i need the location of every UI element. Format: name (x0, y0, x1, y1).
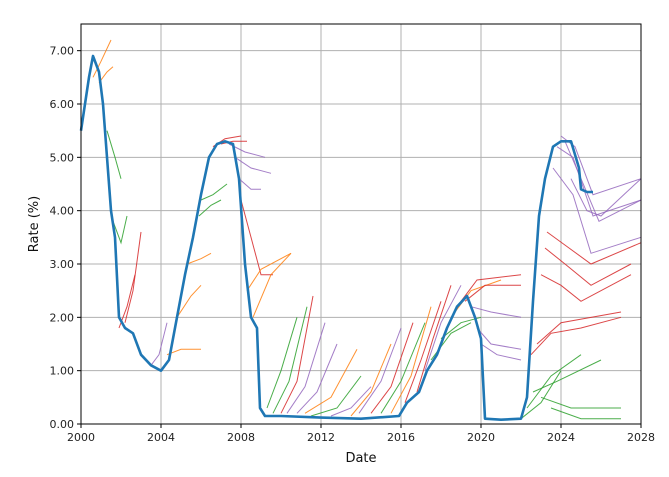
forecast-line-purple (358, 327, 402, 414)
y-axis-label: Rate (%) (27, 196, 42, 252)
forecast-line-red (546, 231, 642, 265)
x-axis-label: Date (345, 451, 376, 466)
main-rate-line (79, 54, 593, 422)
forecast-line-orange (186, 252, 212, 265)
forecast-line-purple (330, 386, 372, 417)
y-tick-label: 3.00 (50, 258, 75, 271)
forecast-line-green (540, 396, 621, 409)
forecast-line-purple (564, 141, 642, 222)
forecast-line-red (456, 274, 522, 307)
forecast-line-green (272, 306, 308, 414)
forecast-line-red (536, 311, 622, 345)
forecast-line-red (404, 301, 442, 403)
forecast-line-red (240, 199, 273, 276)
x-tick-label: 2004 (147, 431, 175, 444)
forecast-line-purple (476, 327, 522, 350)
forecast-line-purple (238, 178, 261, 190)
forecast-line-orange (350, 343, 392, 417)
forecast-line-green (112, 215, 128, 245)
forecast-line-purple (470, 306, 522, 318)
forecast-line-orange (390, 306, 432, 414)
forecast-line-orange (166, 348, 201, 356)
x-tick-label: 2028 (627, 431, 655, 444)
forecast-line-orange (246, 252, 292, 291)
forecast-line-purple (296, 343, 338, 414)
main-series-layer (79, 54, 593, 422)
forecast-line-green (526, 354, 582, 409)
forecast-line-red (464, 284, 521, 302)
forecast-line-orange (98, 66, 114, 83)
forecast-line-purple (234, 156, 272, 174)
forecast-line-purple (480, 343, 522, 361)
forecast-line-purple (150, 322, 168, 366)
y-tick-label: 1.00 (50, 365, 75, 378)
forecast-line-red (280, 295, 314, 414)
forecast-line-green (266, 317, 298, 409)
grid-layer (80, 24, 642, 425)
forecast-line-green (106, 130, 122, 179)
y-tick-label: 5.00 (50, 151, 75, 164)
forecast-line-green (310, 375, 362, 417)
forecast-line-red (416, 285, 452, 393)
x-tick-label: 2000 (67, 431, 95, 444)
forecast-line-green (198, 199, 222, 217)
forecast-line-green (532, 359, 602, 393)
forecast-line-orange (252, 252, 292, 318)
x-tick-label: 2008 (227, 431, 255, 444)
forecast-line-purple (570, 178, 642, 217)
forecast-line-green (200, 183, 228, 201)
x-tick-label: 2012 (307, 431, 335, 444)
forecast-line-purple (286, 322, 326, 414)
forecast-line-orange (450, 279, 502, 318)
forecast-line-red (540, 274, 632, 302)
x-tick-label: 2024 (547, 431, 575, 444)
forecast-line-purple (552, 167, 642, 254)
y-tick-label: 2.00 (50, 311, 75, 324)
forecast-line-red (370, 322, 414, 414)
forecast-layer (92, 39, 642, 420)
forecast-line-red (544, 247, 632, 286)
forecast-line-red (124, 231, 142, 323)
forecast-line-green (520, 370, 562, 420)
y-tick-label: 0.00 (50, 418, 75, 431)
forecast-line-orange (304, 349, 358, 414)
y-tick-label: 6.00 (50, 98, 75, 111)
forecast-line-orange (92, 39, 112, 78)
plot-frame (80, 23, 642, 425)
forecast-line-green (380, 322, 426, 414)
forecast-line-purple (556, 146, 642, 217)
forecast-line-orange (176, 284, 202, 318)
x-tick-label: 2016 (387, 431, 415, 444)
forecast-line-green (550, 407, 621, 420)
tick-layer: 2000 2004 2008 2012 2016 2020 2024 2028 0.00 1.00… (50, 45, 656, 444)
y-tick-label: 4.00 (50, 205, 75, 218)
y-tick-label: 7.00 (50, 45, 75, 58)
forecast-line-purple (424, 285, 462, 371)
forecast-line-red (530, 316, 622, 356)
x-tick-label: 2020 (467, 431, 495, 444)
forecast-line-red (220, 140, 247, 145)
